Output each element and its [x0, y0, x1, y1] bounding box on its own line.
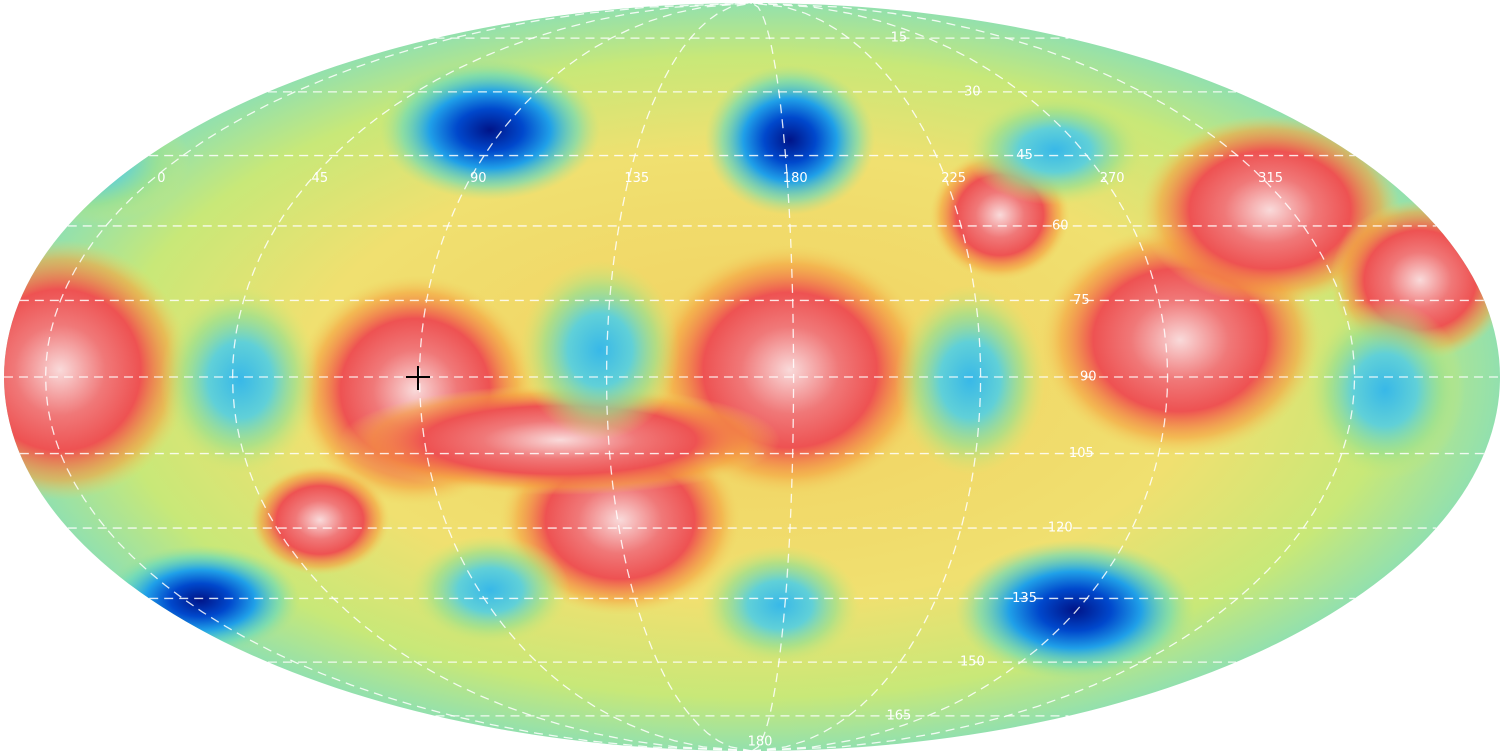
heat-blob — [965, 95, 1145, 205]
crosshair — [406, 366, 430, 390]
heat-blob — [520, 260, 680, 440]
latitude-label: 75 — [1073, 293, 1090, 308]
graticule — [4, 2, 1500, 752]
latitude-label: 90 — [1080, 370, 1097, 385]
latitude-label: 45 — [1016, 148, 1033, 163]
latitude-label: 60 — [1052, 218, 1069, 233]
longitude-label: 45 — [312, 171, 329, 186]
longitude-label: 180 — [783, 171, 808, 186]
latitude-label: 180 — [748, 735, 773, 750]
heat-blob — [705, 65, 875, 215]
graticule-labels: 0 45 90 135 180 225 270 315 15 30 45 60 75 90 105 120 13… — [157, 31, 1283, 750]
heat-blob — [410, 535, 570, 645]
latitude-label: 135 — [1012, 591, 1037, 606]
latitude-label: 150 — [960, 655, 985, 670]
longitude-label: 315 — [1258, 171, 1283, 186]
latitude-label: 15 — [891, 31, 908, 46]
longitude-label: 135 — [624, 171, 649, 186]
latitude-label: 30 — [964, 84, 981, 99]
heat-blob — [1305, 300, 1465, 480]
heat-blob — [380, 60, 600, 200]
heat-blob — [100, 545, 300, 655]
longitude-label: 270 — [1100, 171, 1125, 186]
heat-blob — [955, 540, 1195, 680]
heat-blob — [250, 465, 390, 575]
heat-blob — [4, 240, 190, 500]
heat-blob — [160, 285, 320, 475]
latitude-label: 120 — [1048, 521, 1073, 536]
longitude-label: 0 — [157, 171, 165, 186]
meridian — [44, 2, 753, 752]
heat-blob — [700, 545, 860, 665]
longitude-label: 225 — [941, 171, 966, 186]
latitude-label: 165 — [887, 708, 912, 723]
heat-blob — [895, 285, 1045, 475]
heat-blob — [340, 385, 780, 495]
latitude-label: 105 — [1069, 446, 1094, 461]
longitude-label: 90 — [470, 171, 487, 186]
